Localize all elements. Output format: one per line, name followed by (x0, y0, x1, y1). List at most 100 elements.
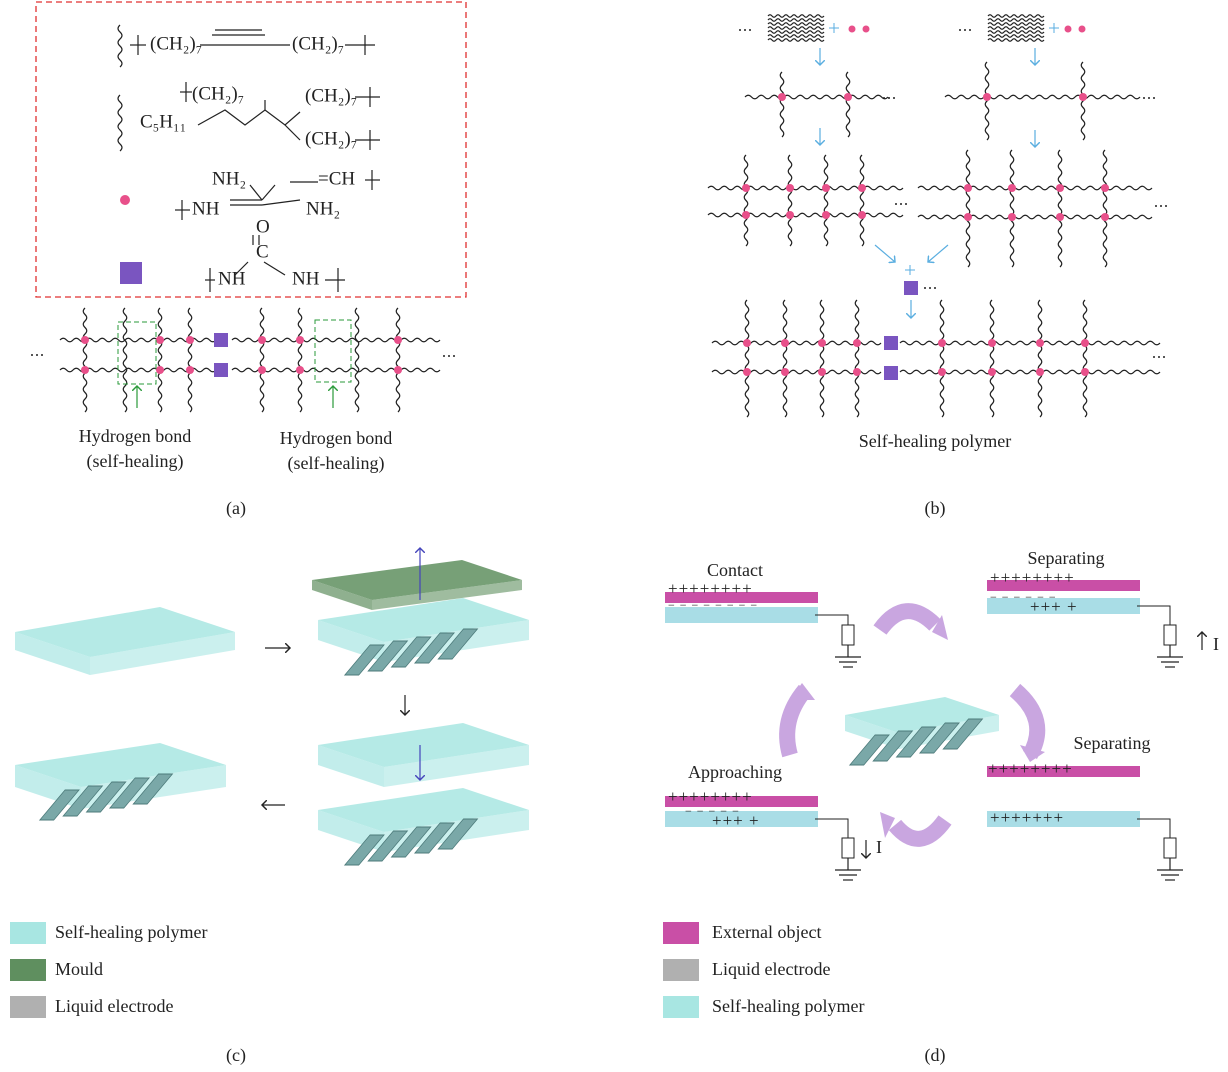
bond-dot (781, 368, 789, 376)
chain (260, 308, 264, 412)
bond-dot (742, 211, 750, 219)
chain (768, 35, 824, 38)
bond-dot (1081, 339, 1089, 347)
legend-box (36, 2, 466, 297)
wire (815, 819, 848, 838)
bond-dot (394, 366, 402, 374)
bond-dot (258, 336, 266, 344)
chain (918, 186, 1152, 190)
formula-text: (CH₂)₇ (305, 128, 357, 149)
hbond-box (315, 320, 351, 382)
chain (768, 23, 824, 26)
caption: (b) (925, 498, 946, 519)
formula-text: NH (218, 268, 246, 289)
chain (1083, 300, 1087, 417)
chain (860, 155, 864, 246)
bond-dot (743, 368, 751, 376)
chain (158, 308, 162, 412)
chain (988, 23, 1044, 26)
bond-dot (186, 336, 194, 344)
bond-dot (1036, 368, 1044, 376)
bond-dot (81, 336, 89, 344)
ellipsis (1153, 97, 1155, 99)
ellipsis (41, 354, 43, 356)
bond-dot (938, 339, 946, 347)
formula-text: NH₂ (306, 198, 340, 219)
chain (708, 213, 903, 217)
bond-dot (858, 211, 866, 219)
ellipsis (36, 354, 38, 356)
formula-text: (CH₂)₇ (305, 85, 357, 106)
line (928, 245, 948, 262)
legend-swatch (10, 996, 46, 1018)
charge: +++ + (1030, 597, 1078, 616)
legend-label: Liquid electrode (712, 959, 830, 979)
chain (990, 300, 994, 417)
bond-dot (964, 213, 972, 221)
resistor (842, 838, 854, 858)
formula-text: =CH (318, 168, 355, 189)
resistor (1164, 625, 1176, 645)
chain (355, 308, 359, 412)
caption: (d) (925, 1045, 946, 1066)
ellipsis (883, 97, 885, 99)
ellipsis (895, 203, 897, 205)
chain (768, 39, 824, 42)
formula-text: NH (292, 268, 320, 289)
legend-label: Self-healing polymer (55, 922, 207, 942)
ellipsis (739, 29, 741, 31)
ellipsis (1148, 97, 1150, 99)
bond-dot (296, 336, 304, 344)
bond-dot (743, 339, 751, 347)
bond-dot (1079, 26, 1086, 33)
chain (744, 155, 748, 246)
line (285, 125, 300, 140)
chain (768, 15, 824, 18)
ellipsis (924, 287, 926, 289)
arrowhead (790, 683, 815, 700)
chain (118, 25, 122, 67)
state-label: Separating (1028, 548, 1105, 568)
bond-dot (988, 368, 996, 376)
bond-dot (1101, 213, 1109, 221)
charge: +++++++ (990, 808, 1064, 827)
bond-dot (1081, 368, 1089, 376)
legend-swatch (663, 959, 699, 981)
bond-dot (1008, 184, 1016, 192)
chain (988, 39, 1044, 42)
ellipsis (1153, 356, 1155, 358)
legend-label: Liquid electrode (55, 996, 173, 1016)
annotation: Hydrogen bond (280, 428, 392, 448)
chain (1010, 150, 1014, 267)
ellipsis (31, 354, 33, 356)
legend-swatch (663, 996, 699, 1018)
ellipsis (905, 203, 907, 205)
bond-dot (818, 368, 826, 376)
bond-dot (818, 339, 826, 347)
cycle-arrow (1015, 690, 1037, 755)
legend-label: Mould (55, 959, 103, 979)
bond-dot (781, 339, 789, 347)
bond-dot (81, 366, 89, 374)
legend-swatch (10, 922, 46, 944)
bond-dot (858, 184, 866, 192)
legend-label: External object (712, 922, 821, 942)
figure: (CH₂)₇ (CH₂)₇ C₅H₁₁ (CH₂)₇ (CH₂)₇ (CH₂)₇… (0, 0, 1228, 1072)
bond-dot (156, 336, 164, 344)
bond-dot (258, 366, 266, 374)
bond-dot (863, 26, 870, 33)
formula-text: O (256, 216, 270, 237)
bond-dot (742, 184, 750, 192)
ellipsis (1165, 205, 1167, 207)
ellipsis (448, 355, 450, 357)
formula-text: (CH₂)₇ (292, 33, 344, 54)
urea-unit (904, 281, 918, 295)
charge: ++++++++ (668, 579, 753, 598)
ellipsis (900, 203, 902, 205)
chain (988, 35, 1044, 38)
chain (783, 300, 787, 417)
line (262, 200, 300, 205)
chain (824, 155, 828, 246)
bond-dot (1065, 26, 1072, 33)
wire (1137, 606, 1170, 625)
